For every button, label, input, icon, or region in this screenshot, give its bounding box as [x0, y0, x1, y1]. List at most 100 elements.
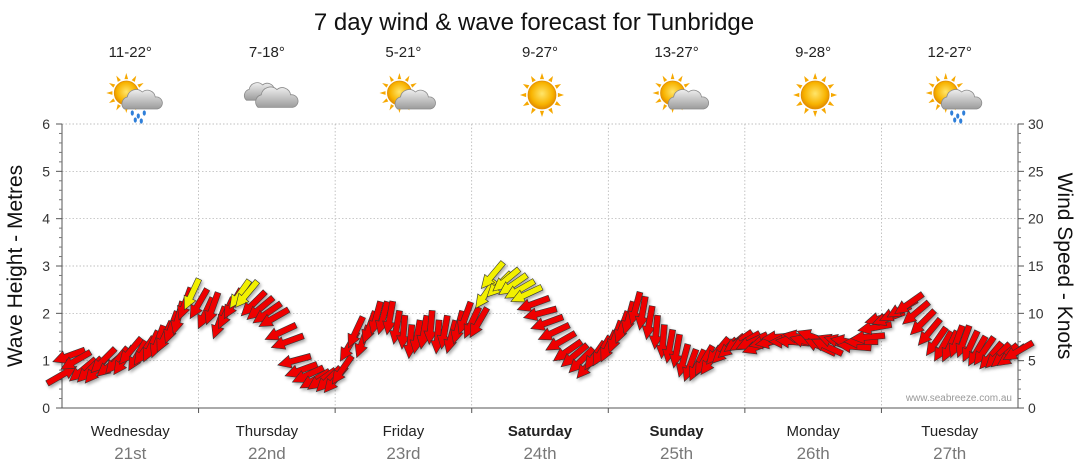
rain-drop [136, 113, 140, 119]
right-axis: 0 5 10 15 20 25 30 [1017, 116, 1044, 416]
wind-arrow [648, 314, 663, 350]
sun-ray [548, 75, 553, 83]
wind-arrow [382, 300, 397, 336]
wind-arrow [277, 353, 312, 369]
wind-arrow [189, 287, 211, 320]
wind-arrow [469, 306, 491, 339]
sun-ray [683, 83, 690, 88]
sun-ray [108, 83, 116, 88]
day-temperature: 5-21° [385, 44, 421, 61]
day-temperature: 7-18° [249, 44, 285, 61]
sun-ray [827, 101, 835, 106]
sun-ray [131, 75, 137, 82]
sun-ray [662, 75, 668, 82]
wind-arrow [60, 349, 93, 370]
day-name: Wednesday [91, 423, 170, 440]
wind-arrow [480, 260, 506, 290]
left-tick-label: 6 [42, 116, 50, 132]
sun-ray [389, 104, 395, 111]
left-tick-label: 0 [42, 400, 50, 416]
wind-arrow [516, 294, 551, 312]
right-tick-label: 10 [1028, 305, 1044, 321]
wind-arrow [627, 291, 644, 326]
sun-ray [539, 110, 545, 117]
right-tick-label: 20 [1028, 211, 1044, 227]
sun-ray [554, 84, 562, 89]
y-axis-label-left: Wave Height - Metres [4, 165, 27, 367]
day-date: 22nd [248, 444, 286, 463]
sun-ray [124, 73, 129, 80]
wind-arrow [962, 329, 981, 363]
sun-ray [548, 107, 553, 115]
sun-ray [382, 98, 389, 103]
sun-ray [796, 101, 803, 106]
day-temperature: 13-27° [654, 44, 698, 61]
wind-arrow [457, 300, 474, 335]
left-tick-label: 3 [42, 258, 50, 274]
day-date: 23rd [386, 444, 420, 463]
rain-drop [959, 118, 963, 124]
sun-ray [554, 101, 562, 106]
rain-drop [142, 110, 146, 116]
sun-ray [382, 83, 389, 88]
day-temperature: 9-27° [522, 44, 558, 61]
sun-ray [522, 84, 530, 89]
sun-ray [137, 83, 144, 88]
sun-ray [106, 91, 113, 95]
left-tick-label: 1 [42, 353, 50, 369]
sun-ray [531, 107, 536, 115]
sun-ray [662, 104, 668, 111]
day-name: Tuesday [921, 423, 978, 440]
right-tick-label: 5 [1028, 353, 1036, 369]
sun-ray [956, 83, 964, 88]
wind-arrow [634, 295, 649, 331]
right-tick-label: 0 [1028, 400, 1036, 416]
sun-ray [813, 73, 818, 80]
sun-ray [925, 91, 932, 95]
watermark: www.seabreeze.com.au [905, 393, 1012, 404]
sun-ray [827, 84, 835, 89]
sun-ray [951, 75, 956, 82]
sun-ray [813, 110, 818, 117]
day-date: 24th [523, 444, 556, 463]
sun-ray [821, 75, 827, 83]
cloud-icon [243, 82, 299, 108]
sun-ray [522, 101, 530, 106]
sun-ray [943, 73, 948, 80]
sun-ray [108, 98, 116, 103]
day-name: Saturday [508, 423, 573, 440]
cloud-shape [121, 89, 163, 110]
rain-drop [139, 118, 143, 124]
sun-ray [928, 98, 935, 103]
sun-cloud-icon [652, 73, 709, 113]
right-tick-label: 15 [1028, 258, 1044, 274]
right-tick-label: 30 [1028, 116, 1044, 132]
wind-arrow [331, 354, 355, 385]
wind-arrow [396, 314, 411, 350]
cloud-shape [255, 86, 299, 108]
day-headers: 11-22° Wednesday 21st 7-18° Thursday 22nd 5-21… [91, 44, 983, 463]
sun-ray [677, 75, 683, 82]
y-axis-label-right: Wind Speed - Knots [1053, 173, 1076, 360]
chart-title: 7 day wind & wave forecast for Tunbridge [314, 9, 754, 36]
rain-drop [953, 117, 957, 123]
grid-lines [62, 123, 1019, 413]
rain-drop [130, 110, 134, 116]
wind-arrow [423, 309, 438, 346]
sun-ray [804, 107, 810, 115]
day-name: Sunday [649, 423, 704, 440]
sun-ray [539, 73, 545, 80]
wind-arrow [902, 299, 931, 325]
wind-arrow [641, 305, 656, 341]
wind-arrow [537, 321, 571, 341]
left-tick-label: 2 [42, 305, 50, 321]
sun-disc [800, 80, 830, 110]
left-tick-label: 4 [42, 211, 50, 227]
wind-arrow [669, 333, 683, 369]
sun-ray [796, 84, 803, 89]
sun-ray [379, 91, 386, 95]
day-date: 26th [797, 444, 830, 463]
sun-cloud-icon [379, 73, 436, 113]
sun-ray [116, 75, 121, 82]
wind-arrow [235, 279, 261, 308]
